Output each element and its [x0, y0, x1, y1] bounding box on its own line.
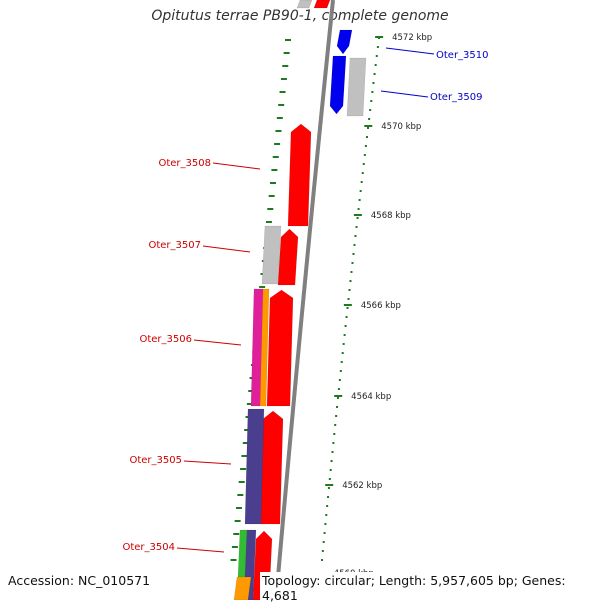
scale-dot [373, 73, 376, 75]
scale-dot [359, 190, 362, 192]
scale-dot [326, 505, 329, 507]
scale-dot [360, 181, 363, 183]
scale-dot [376, 46, 379, 48]
scale-dot [358, 199, 361, 201]
scale-dot [324, 523, 327, 525]
scale-dot [348, 289, 351, 291]
scale-dot [353, 244, 356, 246]
gene-oter-3507 [261, 225, 282, 285]
scale-dot [336, 397, 339, 399]
gene-oter-3508 [287, 123, 312, 227]
scale-dot [371, 91, 374, 93]
gene-forward-gray [346, 57, 367, 117]
scale-dot [329, 469, 332, 471]
scale-dot [364, 145, 367, 147]
scale-dot [365, 136, 368, 138]
gene-leader-line [176, 547, 225, 553]
scale-dot [367, 127, 370, 129]
gene-label: Oter_3509 [430, 92, 483, 103]
scale-dot [370, 100, 373, 102]
gene-magenta [250, 288, 264, 407]
scale-dot [345, 316, 348, 318]
gene-oter-3509 [329, 55, 347, 115]
scale-dot [369, 109, 372, 111]
genome-backbone [274, 0, 335, 600]
scale-dot [338, 379, 341, 381]
scale-dot [330, 460, 333, 462]
scale-dot [347, 298, 350, 300]
scale-dot [333, 433, 336, 435]
scale-dot [351, 262, 354, 264]
topology-text: Topology: circular; Length: 5,957,605 bp… [260, 572, 600, 604]
gene-orange-bottom [233, 576, 252, 600]
scale-dot [346, 307, 349, 309]
scale-dot [340, 361, 343, 363]
scale-dot [354, 235, 357, 237]
gene-leader-line [212, 162, 261, 170]
gene-label: Oter_3507 [148, 240, 201, 251]
scale-dot [335, 415, 338, 417]
scale-dot [368, 118, 371, 120]
scale-dot [355, 226, 358, 228]
gene-top-red [313, 0, 331, 9]
gene-leader-line [193, 339, 242, 346]
scale-dot [331, 451, 334, 453]
gene-leader-line [202, 245, 251, 253]
scale-dot [322, 541, 325, 543]
gene-leader-line [385, 47, 435, 55]
scale-dot [363, 154, 366, 156]
scale-dot [344, 325, 347, 327]
scale-dot [361, 172, 364, 174]
scale-dot [334, 424, 337, 426]
scale-dot [356, 217, 359, 219]
gene-oter-3505 [244, 408, 265, 525]
scale-dot [321, 550, 324, 552]
scale-dot [349, 280, 352, 282]
scale-dot [350, 271, 353, 273]
gene-oter-3506 [266, 289, 294, 407]
scale-label: 4570 kbp [381, 122, 421, 132]
scale-dot [339, 370, 342, 372]
scale-dot [343, 334, 346, 336]
scale-dot [328, 478, 331, 480]
scale-label: 4564 kbp [351, 392, 391, 402]
scale-dot [362, 163, 365, 165]
gene-label: Oter_3506 [139, 334, 192, 345]
accession-text: Accession: NC_010571 [6, 572, 153, 589]
gene-leader-line [183, 460, 232, 465]
scale-dot [323, 532, 326, 534]
scale-dot [357, 208, 360, 210]
scale-dot [327, 487, 330, 489]
scale-label: 4566 kbp [361, 301, 401, 311]
scale-dot [342, 343, 345, 345]
scale-dot [332, 442, 335, 444]
gene-red-mid [277, 228, 299, 286]
scale-dot [327, 496, 330, 498]
scale-dot [336, 406, 339, 408]
scale-dot [321, 559, 323, 561]
scale-label: 4568 kbp [371, 211, 411, 221]
map-title: Opitutus terrae PB90-1, complete genome [151, 8, 449, 24]
gene-label: Oter_3508 [158, 158, 211, 169]
scale-dot [325, 514, 328, 516]
scale-dot [372, 82, 375, 84]
scale-dot [341, 352, 344, 354]
scale-dot [374, 64, 377, 66]
scale-dot [337, 388, 340, 390]
gene-label: Oter_3504 [122, 542, 175, 553]
gene-label: Oter_3510 [436, 50, 489, 61]
scale-label: 4572 kbp [392, 33, 432, 43]
gene-oter-3510 [336, 29, 353, 55]
gene-label: Oter_3505 [129, 455, 182, 466]
scale-label: 4562 kbp [342, 481, 382, 491]
gene-leader-line [380, 90, 429, 98]
scale-dot [375, 55, 378, 57]
gene-top-gray [296, 0, 313, 9]
scale-dot [352, 253, 355, 255]
